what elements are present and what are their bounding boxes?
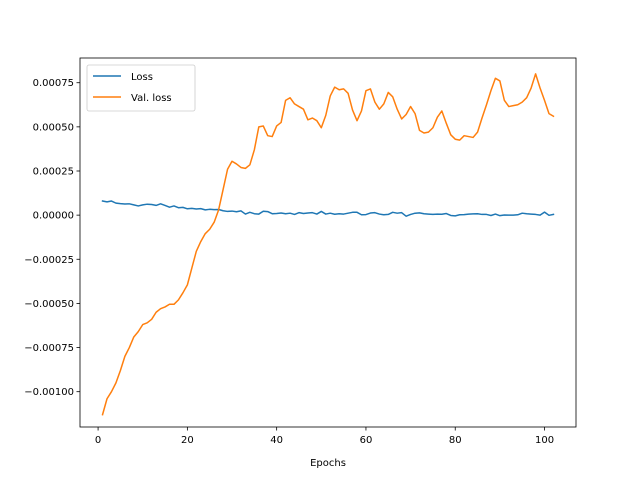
legend-label-val-loss: Val. loss [131, 93, 172, 104]
legend-label-loss: Loss [131, 72, 153, 83]
series-line-loss [101, 200, 555, 217]
x-axis-ticks: 0 20 40 60 80 100 [95, 427, 554, 446]
y-tick-label: −0.00025 [24, 255, 74, 266]
series-layer [101, 73, 555, 416]
x-axis-label: Epochs [310, 458, 346, 469]
y-tick-label: −0.00100 [24, 387, 74, 398]
y-tick-label: 0.00050 [33, 122, 74, 133]
x-tick-label: 40 [270, 435, 283, 446]
series-line-val-loss [101, 73, 555, 416]
x-tick-label: 20 [181, 435, 194, 446]
y-axis-ticks: −0.00100 −0.00075 −0.00050 −0.00025 0.00000 0… [24, 78, 80, 398]
x-tick-label: 100 [535, 435, 554, 446]
y-tick-label: 0.00000 [33, 211, 74, 222]
y-tick-label: 0.00075 [33, 78, 74, 89]
y-tick-label: −0.00075 [24, 343, 74, 354]
x-tick-label: 60 [360, 435, 373, 446]
y-tick-label: 0.00025 [33, 166, 74, 177]
x-tick-label: 80 [449, 435, 462, 446]
legend: Loss Val. loss [86, 64, 196, 112]
plot-frame [79, 57, 577, 428]
x-tick-label: 0 [95, 435, 101, 446]
y-tick-label: −0.00050 [24, 299, 74, 310]
